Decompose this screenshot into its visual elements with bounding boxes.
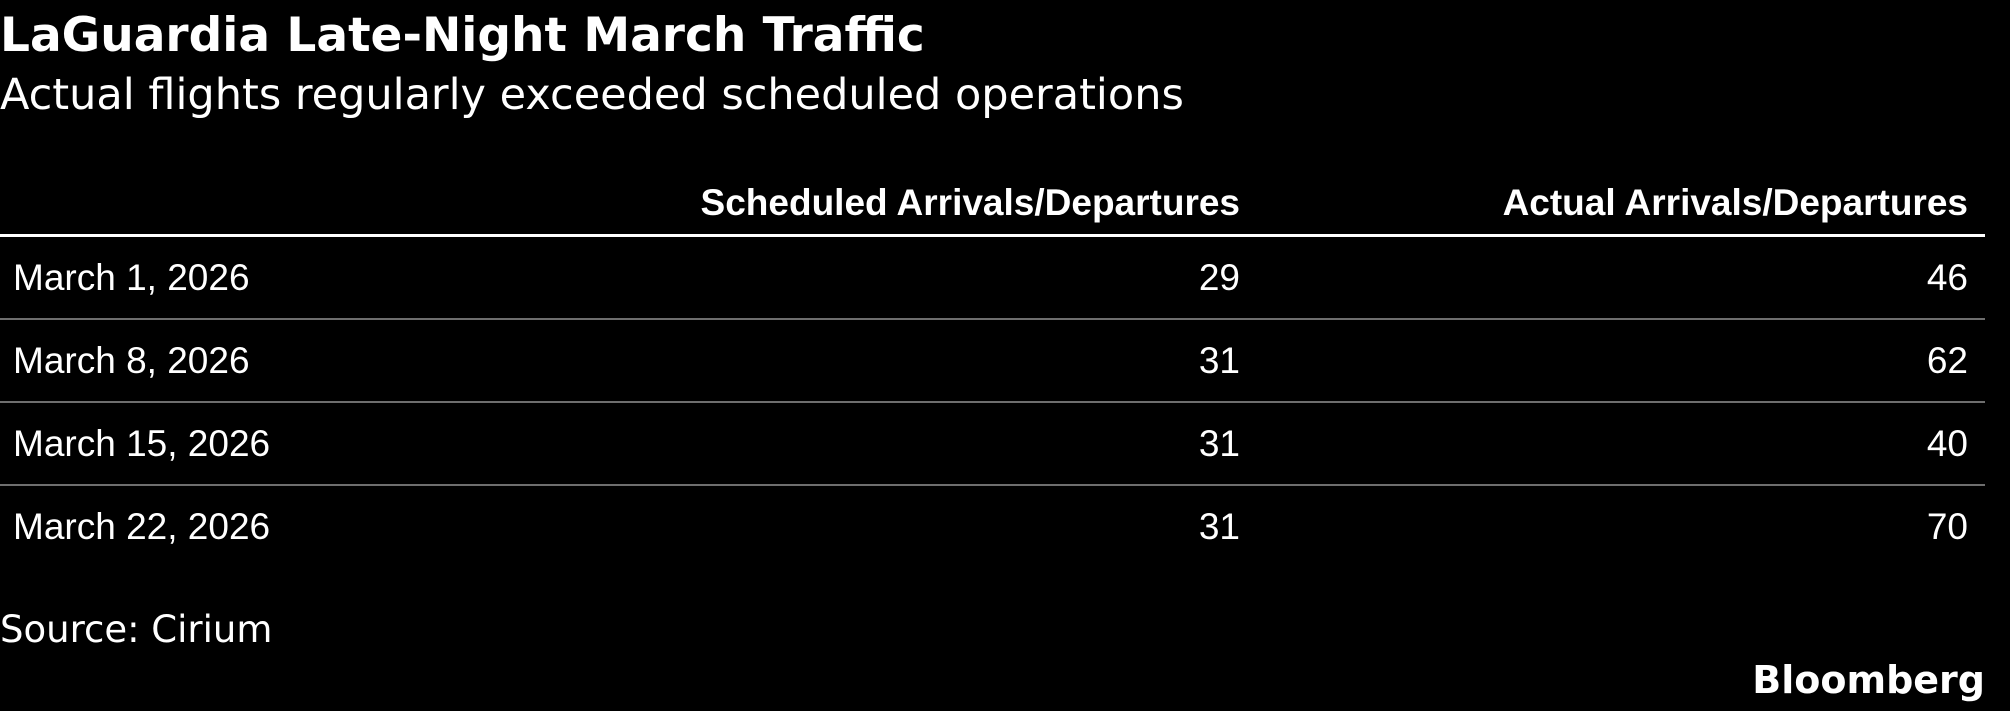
table-row: March 15, 2026 31 40 (0, 402, 1985, 486)
table-row: March 1, 2026 29 46 (0, 235, 1985, 320)
bloomberg-logo: Bloomberg (1752, 658, 1985, 702)
actual-value: 70 (1926, 505, 1968, 547)
chart-subtitle: Actual flights regularly exceeded schedu… (0, 70, 1184, 120)
source-note: Source: Cirium (0, 608, 273, 651)
scheduled-value: 31 (560, 319, 1240, 403)
column-header-scheduled: Scheduled Arrivals/Departures (560, 172, 1240, 237)
table-row: March 8, 2026 31 62 (0, 319, 1985, 403)
data-table: Scheduled Arrivals/Departures Actual Arr… (0, 172, 1985, 567)
chart-title: LaGuardia Late-Night March Traffic (0, 8, 925, 63)
row-date: March 22, 2026 (13, 505, 271, 547)
actual-value: 40 (1240, 402, 1985, 486)
actual-value: 62 (1240, 319, 1985, 403)
column-header-actual: Actual Arrivals/Departures (1240, 172, 1985, 237)
actual-value: 46 (1240, 235, 1985, 320)
row-date: March 15, 2026 (0, 402, 560, 486)
table-row: March 22, 2026 31 70 (0, 485, 1985, 567)
scheduled-value: 31 (1198, 505, 1240, 547)
column-header-date (0, 172, 560, 237)
table-header-row: Scheduled Arrivals/Departures Actual Arr… (0, 172, 1985, 237)
row-date: March 1, 2026 (0, 235, 560, 320)
scheduled-value: 31 (560, 402, 1240, 486)
scheduled-value: 29 (560, 235, 1240, 320)
row-date: March 8, 2026 (0, 319, 560, 403)
